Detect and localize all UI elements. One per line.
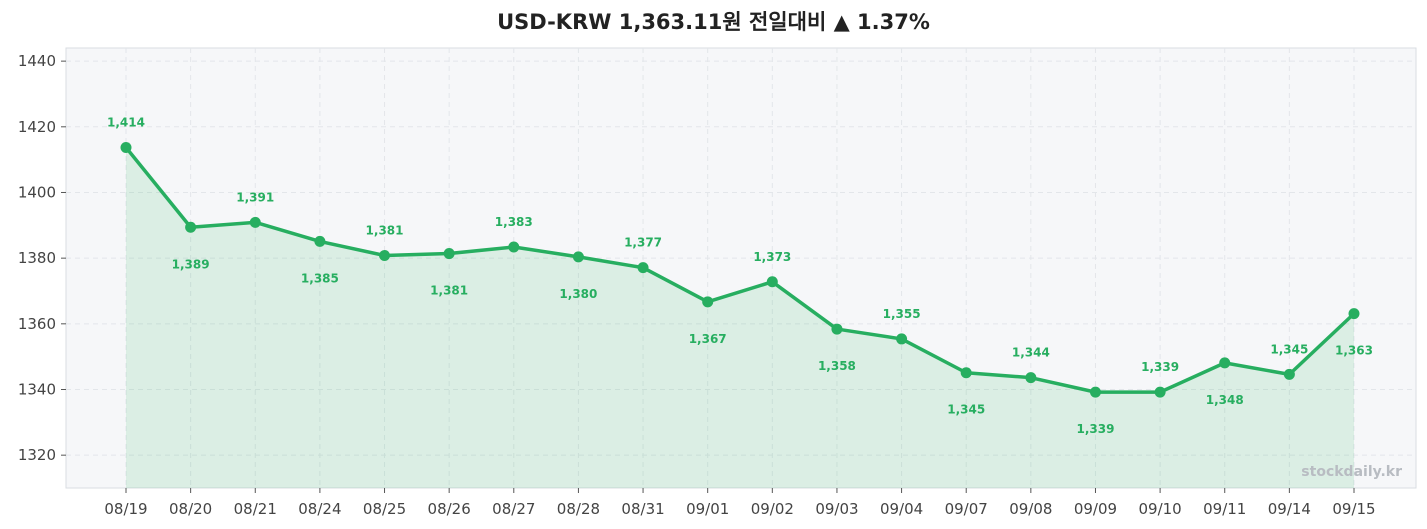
- data-point: [896, 333, 908, 345]
- data-point: [185, 221, 197, 233]
- data-label: 1,367: [689, 332, 727, 346]
- data-point: [1283, 368, 1295, 380]
- data-label: 1,389: [172, 257, 210, 271]
- data-label: 1,377: [624, 236, 662, 250]
- y-tick-label: 1340: [18, 380, 56, 398]
- x-tick-label: 09/10: [1138, 500, 1181, 518]
- data-point: [443, 248, 455, 260]
- x-tick-label: 09/04: [880, 500, 923, 518]
- x-tick-label: 09/15: [1332, 500, 1375, 518]
- data-point: [572, 251, 584, 263]
- data-label: 1,380: [559, 287, 597, 301]
- data-point: [508, 241, 520, 253]
- x-tick-label: 09/03: [815, 500, 858, 518]
- data-label: 1,355: [883, 307, 921, 321]
- data-point: [960, 367, 972, 379]
- data-label: 1,348: [1206, 393, 1244, 407]
- watermark: stockdaily.kr: [1301, 464, 1402, 480]
- x-tick-label: 08/19: [104, 500, 147, 518]
- x-tick-label: 09/08: [1009, 500, 1052, 518]
- data-label: 1,385: [301, 271, 339, 285]
- y-tick-label: 1400: [18, 183, 56, 201]
- series-line: [124, 146, 1356, 394]
- plot-area: [65, 47, 1417, 489]
- data-point: [314, 235, 326, 247]
- data-label: 1,344: [1012, 346, 1050, 360]
- data-point: [249, 216, 261, 228]
- y-tick-label: 1440: [18, 52, 56, 70]
- data-label: 1,381: [366, 224, 404, 238]
- x-tick-label: 09/01: [686, 500, 729, 518]
- x-tick-label: 08/25: [363, 500, 406, 518]
- x-tick-label: 08/31: [621, 500, 664, 518]
- data-point: [1025, 372, 1037, 384]
- data-point: [379, 250, 391, 262]
- data-label: 1,383: [495, 215, 533, 229]
- x-tick-label: 09/11: [1203, 500, 1246, 518]
- y-tick-label: 1420: [18, 118, 56, 136]
- data-label: 1,414: [107, 115, 145, 129]
- x-tick-label: 08/27: [492, 500, 535, 518]
- x-tick-label: 08/26: [428, 500, 471, 518]
- y-tick-label: 1320: [18, 446, 56, 464]
- data-point: [1348, 308, 1360, 320]
- series-area: [126, 147, 1354, 488]
- data-label: 1,373: [753, 250, 791, 264]
- data-point: [120, 141, 132, 153]
- x-tick-label: 08/24: [298, 500, 341, 518]
- data-label: 1,345: [947, 403, 985, 417]
- data-label: 1,358: [818, 359, 856, 373]
- x-tick-label: 09/07: [945, 500, 988, 518]
- data-label: 1,363: [1335, 344, 1373, 358]
- data-point: [637, 262, 649, 274]
- x-tick-label: 09/02: [751, 500, 794, 518]
- data-label: 1,391: [236, 190, 274, 204]
- x-tick-label: 09/09: [1074, 500, 1117, 518]
- data-point: [831, 323, 843, 335]
- x-tick-label: 08/20: [169, 500, 212, 518]
- data-point: [702, 296, 714, 308]
- data-label: 1,345: [1270, 342, 1308, 356]
- data-label: 1,339: [1141, 360, 1179, 374]
- x-tick-label: 09/14: [1268, 500, 1311, 518]
- chart-title: USD-KRW 1,363.11원 전일대비 ▲ 1.37%: [497, 10, 930, 34]
- data-label: 1,339: [1076, 422, 1114, 436]
- data-point: [1089, 386, 1101, 398]
- x-tick-label: 08/21: [234, 500, 277, 518]
- y-tick-label: 1380: [18, 249, 56, 267]
- data-label: 1,381: [430, 284, 468, 298]
- x-tick-label: 08/28: [557, 500, 600, 518]
- data-point: [1219, 357, 1231, 369]
- y-tick-label: 1360: [18, 315, 56, 333]
- data-point: [1154, 386, 1166, 398]
- data-point: [766, 276, 778, 288]
